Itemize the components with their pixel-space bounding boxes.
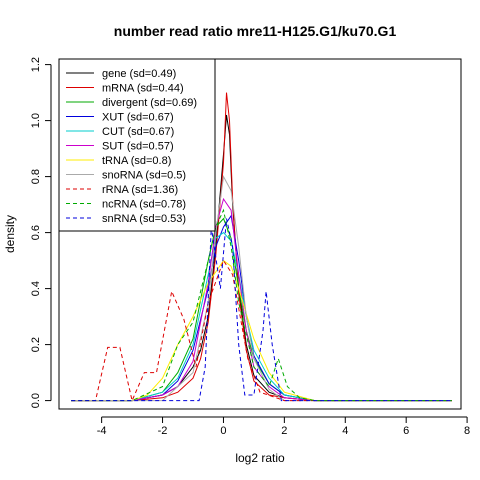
x-tick-label: -2 <box>158 425 168 437</box>
legend-label: ncRNA (sd=0.78) <box>102 199 186 211</box>
y-axis: 0.0 0.2 0.4 0.6 0.8 1.0 1.2 <box>30 57 52 408</box>
x-tick-label: -4 <box>97 425 107 437</box>
series-line-6 <box>71 259 452 402</box>
legend-label: XUT (sd=0.67) <box>102 112 174 124</box>
y-tick-label: 1.0 <box>30 113 42 128</box>
legend: gene (sd=0.49) mRNA (sd=0.44) divergent (s… <box>58 58 216 232</box>
plot-frame <box>58 58 462 410</box>
x-tick-label: 4 <box>342 425 348 437</box>
series-line-4 <box>71 231 452 402</box>
series-line-7 <box>71 175 452 402</box>
y-tick-label: 0.6 <box>30 225 42 240</box>
x-tick-label: 0 <box>220 425 226 437</box>
legend-label: snoRNA (sd=0.5) <box>102 170 186 182</box>
x-tick-label: 8 <box>464 425 470 437</box>
x-tick-label: 6 <box>403 425 409 437</box>
legend-label: mRNA (sd=0.44) <box>102 83 184 95</box>
legend-label: snRNA (sd=0.53) <box>102 213 186 225</box>
y-tick-label: 0.8 <box>30 169 42 184</box>
series-layer <box>71 92 452 403</box>
series-line-5 <box>71 197 452 402</box>
y-tick-label: 0.4 <box>30 281 42 296</box>
legend-label: tRNA (sd=0.8) <box>102 155 171 167</box>
chart-title: number read ratio mre11-H125.G1/ku70.G1 <box>114 23 397 39</box>
legend-label: CUT (sd=0.67) <box>102 126 174 138</box>
x-tick-label: 2 <box>281 425 287 437</box>
y-tick-label: 0.0 <box>30 393 42 408</box>
legend-label: SUT (sd=0.57) <box>102 141 174 153</box>
series-line-3 <box>71 214 452 402</box>
x-axis: -4 -2 0 2 4 6 8 <box>97 416 470 437</box>
series-line-1 <box>71 92 452 402</box>
y-tick-label: 0.2 <box>30 337 42 352</box>
x-axis-label: log2 ratio <box>235 451 285 465</box>
legend-label: divergent (sd=0.69) <box>102 97 197 109</box>
legend-label: rRNA (sd=1.36) <box>102 184 178 196</box>
series-line-10 <box>71 218 452 402</box>
legend-label: gene (sd=0.49) <box>102 68 176 80</box>
y-axis-label: density <box>3 215 17 253</box>
series-line-8 <box>71 259 452 403</box>
y-tick-label: 1.2 <box>30 57 42 72</box>
